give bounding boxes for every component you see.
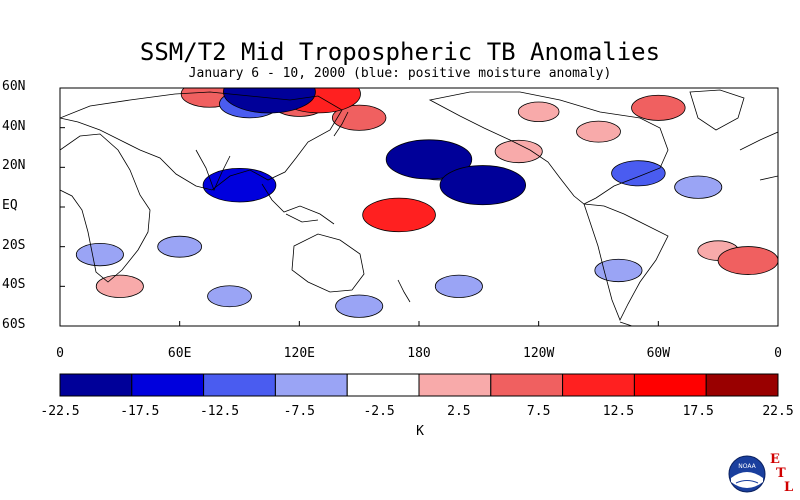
anomaly-contours [75,88,778,318]
colorbar-swatch [633,373,707,397]
etl-letter-e: E [770,452,780,467]
colorbar-swatch [418,373,492,397]
map-plot-area [60,88,778,326]
negative-anomaly-region [674,175,723,199]
positive-anomaly-region [494,139,543,164]
colorbar-swatch [490,373,564,397]
svg-text:NOAA: NOAA [738,463,756,470]
longitude-label: 180 [407,346,431,361]
latitude-label: 60S [2,317,26,332]
colorbar-tick-label: 12.5 [602,404,635,419]
etl-letter-t: T [776,466,786,481]
positive-anomaly-region [576,120,621,143]
colorbar-tick-label: 7.5 [526,404,551,419]
colorbar-tick-label: -22.5 [40,404,80,419]
etl-logo: E T L [768,452,798,496]
colorbar-swatch [705,373,779,397]
latitude-label: 20N [2,158,26,174]
positive-anomaly-region [331,104,387,131]
negative-anomaly-region [335,294,384,318]
latitude-label: 20S [2,237,26,253]
positive-anomaly-region [362,197,436,233]
map-subtitle: January 6 - 10, 2000 (blue: positive moi… [188,66,612,81]
colorbar-swatch [203,373,276,397]
negative-anomaly-region [223,88,316,114]
noaa-logo-icon: NOAA [728,455,766,493]
colorbar-swatch [59,373,133,397]
negative-anomaly-region [75,243,124,267]
positive-anomaly-region [95,274,144,298]
latitude-label: 40N [2,118,26,134]
longitude-label: 120E [283,346,315,361]
longitude-label: 120W [523,346,555,361]
latitude-label: EQ [2,198,18,213]
colorbar-swatch [562,373,635,397]
longitude-label: 60W [646,346,671,361]
colorbar-swatch [131,373,205,397]
colorbar-tick-label: -12.5 [199,404,240,419]
colorbar-tick-label: 2.5 [447,404,471,419]
negative-anomaly-region [434,274,483,298]
colorbar-tick-label: 17.5 [682,404,714,419]
latitude-label: 60N [2,79,26,94]
negative-anomaly-region [207,285,252,308]
negative-anomaly-region [202,167,277,203]
longitude-label: 60E [167,346,192,361]
longitude-label: 0 [774,346,782,361]
colorbar [59,373,779,397]
colorbar-tick-label: -17.5 [120,404,160,419]
negative-anomaly-region [594,258,643,283]
positive-anomaly-region [517,101,560,123]
positive-anomaly-region [717,246,778,275]
coastlines [60,89,778,326]
negative-anomaly-region [157,235,203,258]
positive-anomaly-region [631,94,686,121]
negative-anomaly-region [385,139,473,180]
colorbar-tick-label: -2.5 [363,404,395,419]
etl-letter-l: L [784,480,794,495]
latitude-label: 40S [2,277,26,293]
colorbar-tick-label: 22.5 [762,404,794,419]
negative-anomaly-region [611,160,666,187]
colorbar-swatch [346,373,420,397]
longitude-label: 0 [56,346,64,361]
colorbar-unit: K [416,424,424,439]
colorbar-tick-label: -7.5 [283,404,315,419]
axis-ticks [59,87,779,327]
map-title: SSM/T2 Mid Tropospheric TB Anomalies [139,38,661,66]
colorbar-swatch [274,373,348,397]
negative-anomaly-region [439,165,527,206]
